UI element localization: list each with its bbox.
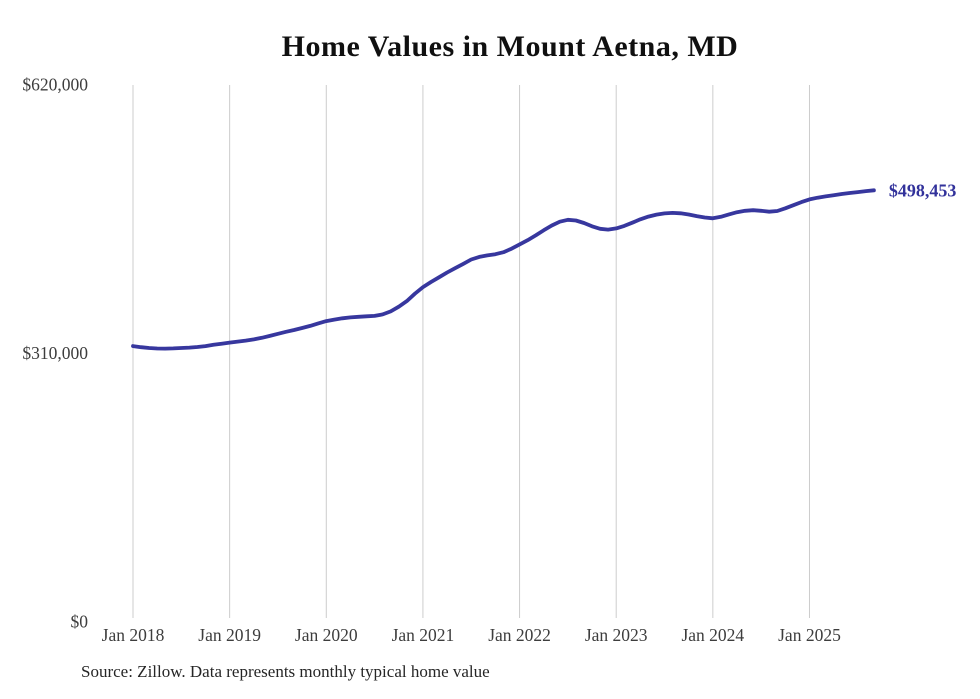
home-value-line [131,188,876,351]
x-axis-tick-label: Jan 2019 [198,625,261,645]
x-axis-tick-label: Jan 2025 [778,625,841,645]
source-note: Source: Zillow. Data represents monthly … [81,662,490,681]
x-axis-tick-label: Jan 2020 [295,625,358,645]
y-axis-tick-label: $310,000 [22,343,88,363]
x-axis-tick-label: Jan 2021 [392,625,455,645]
y-axis-tick-label: $620,000 [22,75,88,95]
x-axis-tick-label: Jan 2024 [681,625,744,645]
x-axis-tick-label: Jan 2018 [102,625,165,645]
current-value-label: $498,453 [889,180,957,200]
x-axis-tick-label: Jan 2023 [585,625,648,645]
x-axis-tick-label: Jan 2022 [488,625,551,645]
y-axis-tick-label: $0 [71,612,89,632]
chart-title: Home Values in Mount Aetna, MD [281,30,739,63]
